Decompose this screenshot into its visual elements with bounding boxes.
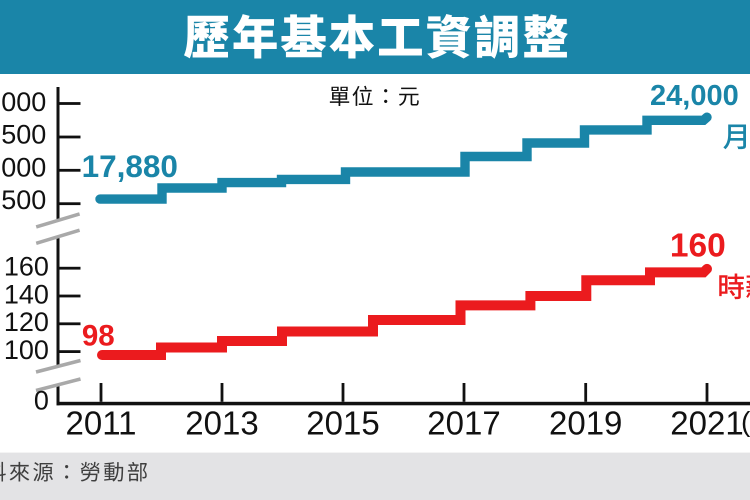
svg-text:2017: 2017 xyxy=(427,405,500,442)
svg-text:120: 120 xyxy=(4,307,49,337)
svg-text:2011: 2011 xyxy=(66,405,137,442)
svg-text:0: 0 xyxy=(34,385,49,415)
svg-text:2015: 2015 xyxy=(306,405,379,442)
svg-text:500: 500 xyxy=(1,185,46,215)
svg-text:160: 160 xyxy=(670,227,726,264)
svg-text:2021: 2021 xyxy=(670,405,743,442)
svg-text:17,880: 17,880 xyxy=(82,148,178,184)
svg-text:(: ( xyxy=(741,406,750,437)
svg-text:2019: 2019 xyxy=(549,405,622,442)
svg-text:140: 140 xyxy=(4,279,49,309)
svg-text:2013: 2013 xyxy=(185,405,258,442)
svg-text:000: 000 xyxy=(1,152,46,182)
svg-text:100: 100 xyxy=(4,335,49,365)
svg-text:24,000: 24,000 xyxy=(650,80,739,112)
svg-text:500: 500 xyxy=(1,120,46,150)
svg-text:160: 160 xyxy=(4,252,49,282)
svg-text:98: 98 xyxy=(82,320,115,353)
svg-text:000: 000 xyxy=(1,87,46,117)
